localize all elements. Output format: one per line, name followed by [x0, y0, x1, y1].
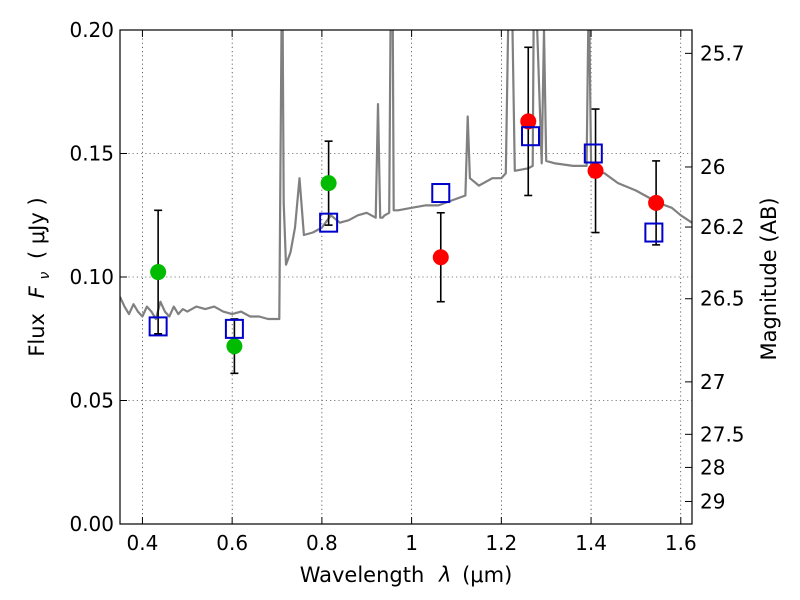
green-points [150, 175, 337, 355]
errorbars [154, 46, 661, 375]
red-point [520, 113, 537, 130]
spectrum-line [120, 30, 692, 321]
grid-lines [120, 29, 692, 525]
model-square [644, 222, 664, 243]
mag-tick-label: 25.7 [700, 41, 745, 65]
red-point [432, 249, 449, 266]
green-point [226, 338, 243, 355]
green-point [150, 264, 167, 281]
spectrum-series [120, 30, 692, 321]
green-point [320, 175, 337, 192]
model-square [319, 212, 339, 233]
y-tick-label: 0.05 [69, 389, 114, 413]
model-square [520, 126, 540, 147]
x-tick-label: 0.6 [216, 531, 248, 555]
x-tick-label: 0.8 [306, 531, 338, 555]
model-squares [148, 126, 664, 339]
mag-tick-label: 26.2 [700, 215, 745, 239]
mag-ticks: 25.7 26 26.2 26.5 27 27.5 28 29 [685, 41, 745, 513]
mag-tick-label: 28 [700, 455, 725, 479]
mag-tick-label: 26.5 [700, 287, 745, 311]
x-ticks: 0.4 0.6 0.8 1 1.2 1.4 1.6 [127, 30, 697, 555]
y2-axis-label: Magnitude (AB) [757, 197, 781, 360]
model-square [583, 143, 603, 164]
y-tick-label: 0.20 [69, 18, 114, 42]
y-tick-label: 0.00 [69, 512, 114, 536]
red-points [432, 113, 665, 266]
mag-tick-label: 26 [700, 155, 725, 179]
y-axis-label: Flux F ν ( μJy ) [25, 197, 54, 356]
y-tick-label: 0.15 [69, 142, 114, 166]
red-point [587, 162, 604, 179]
x-tick-label: 1 [405, 531, 418, 555]
model-square [431, 183, 451, 204]
x-tick-label: 1.6 [665, 531, 697, 555]
x-axis-label: Wavelength λ (μm) [300, 563, 513, 587]
red-point [648, 194, 665, 211]
y-ticks: 0.00 0.05 0.10 0.15 0.20 [69, 18, 127, 536]
x-tick-label: 0.4 [127, 531, 159, 555]
y-tick-label: 0.10 [69, 265, 114, 289]
x-tick-label: 1.2 [485, 531, 517, 555]
mag-tick-label: 29 [700, 489, 725, 513]
model-square [148, 316, 168, 337]
model-square [224, 318, 244, 339]
mag-tick-label: 27 [700, 370, 725, 394]
x-tick-label: 1.4 [575, 531, 607, 555]
mag-tick-label: 27.5 [700, 422, 745, 446]
